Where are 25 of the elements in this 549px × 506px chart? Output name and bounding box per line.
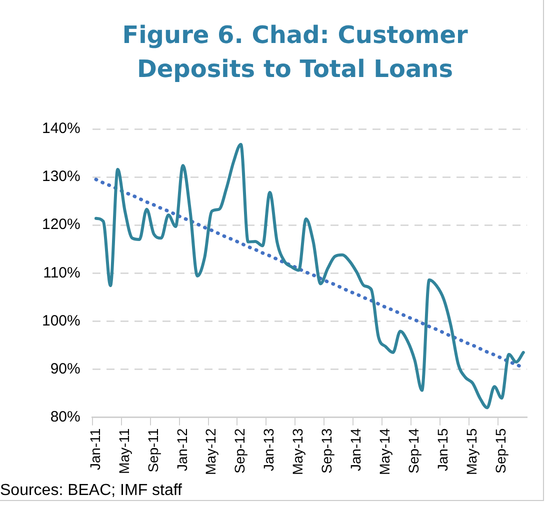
x-tick-label: Jan-14 <box>348 428 364 472</box>
x-tick-label: May-15 <box>464 428 480 476</box>
y-tick-label: 80% <box>50 408 80 426</box>
x-tick-label: Sep-11 <box>144 428 161 472</box>
x-tick-label: Sep-15 <box>492 428 509 474</box>
y-tick-label: 90% <box>50 360 80 378</box>
y-tick-label: 130% <box>42 168 80 186</box>
line-series <box>94 142 525 410</box>
x-tick-label: Sep-14 <box>406 428 422 474</box>
y-tick-label: 140% <box>42 120 80 138</box>
x-tick-label: Sep-13 <box>318 428 335 474</box>
x-tick-label: Jan-15 <box>434 428 451 472</box>
x-tick-label: Jan-11 <box>86 428 103 470</box>
x-tick-label: May-13 <box>290 428 306 476</box>
chart-title: Figure 6. Chad: Customer Deposits to Total Loans <box>121 20 469 85</box>
x-tick-label: May-14 <box>376 428 393 476</box>
x-tick-label: Jan-13 <box>260 428 277 472</box>
y-tick-label: 110% <box>43 264 80 282</box>
x-tick-label: Jan-12 <box>174 428 190 472</box>
y-tick-label: 120% <box>42 216 80 234</box>
x-tick-label: Sep-12 <box>232 428 248 474</box>
x-tick-label: May-12 <box>202 428 219 476</box>
x-tick-label: May-11 <box>116 428 132 474</box>
y-tick-label: 100% <box>42 312 80 330</box>
source-note: Sources: BEAC; IMF staff <box>0 482 182 500</box>
